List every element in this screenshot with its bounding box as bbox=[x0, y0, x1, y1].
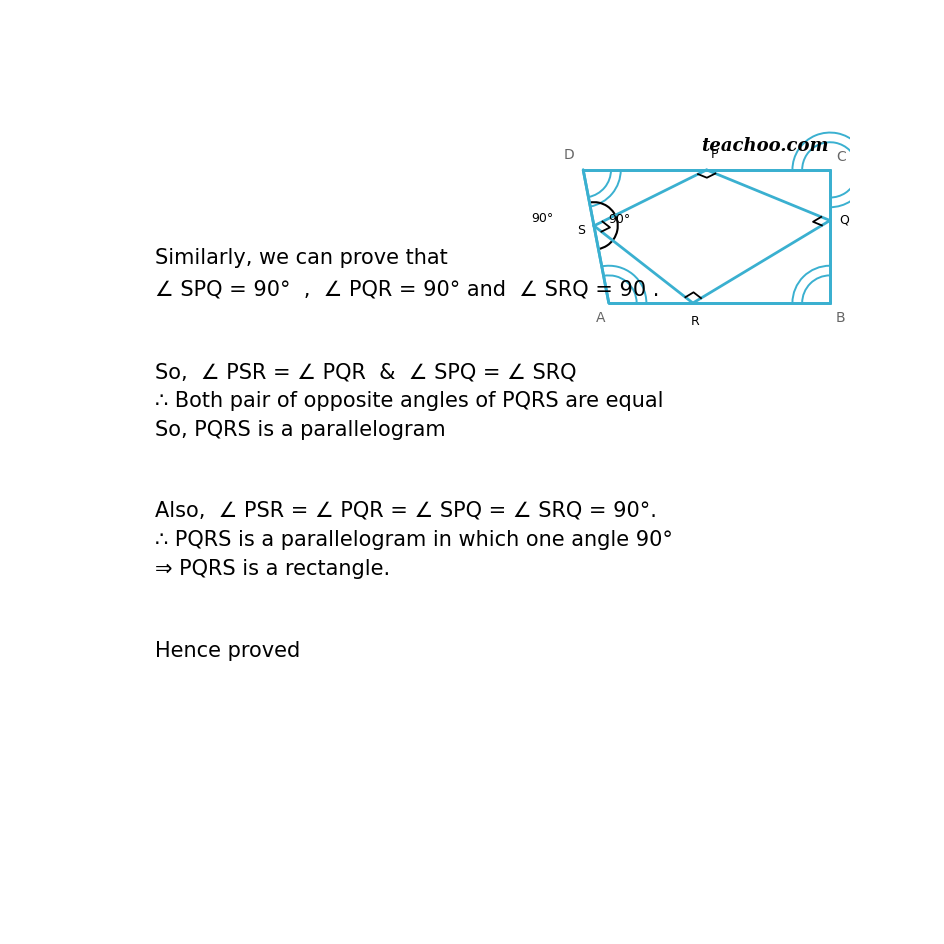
Text: A: A bbox=[595, 311, 604, 325]
Text: ∠ SPQ = 90°  ,  ∠ PQR = 90° and  ∠ SRQ = 90 .: ∠ SPQ = 90° , ∠ PQR = 90° and ∠ SRQ = 90… bbox=[155, 279, 658, 299]
Text: So, PQRS is a parallelogram: So, PQRS is a parallelogram bbox=[155, 420, 445, 440]
Text: P: P bbox=[710, 148, 717, 161]
Text: 90°: 90° bbox=[608, 212, 631, 226]
Text: B: B bbox=[834, 311, 845, 325]
Text: 90°: 90° bbox=[531, 211, 553, 225]
Text: C: C bbox=[834, 149, 845, 163]
Text: D: D bbox=[563, 148, 574, 162]
Text: ∴ Both pair of opposite angles of PQRS are equal: ∴ Both pair of opposite angles of PQRS a… bbox=[155, 391, 663, 411]
Text: ∴ PQRS is a parallelogram in which one angle 90°: ∴ PQRS is a parallelogram in which one a… bbox=[155, 529, 672, 549]
Text: Similarly, we can prove that: Similarly, we can prove that bbox=[155, 247, 447, 268]
Text: teachoo.com: teachoo.com bbox=[700, 137, 828, 155]
Text: Q: Q bbox=[838, 213, 848, 227]
Text: S: S bbox=[577, 224, 584, 237]
Text: Also,  ∠ PSR = ∠ PQR = ∠ SPQ = ∠ SRQ = 90°.: Also, ∠ PSR = ∠ PQR = ∠ SPQ = ∠ SRQ = 90… bbox=[155, 500, 656, 520]
Text: Hence proved: Hence proved bbox=[155, 640, 299, 660]
Text: R: R bbox=[690, 314, 699, 328]
Text: So,  ∠ PSR = ∠ PQR  &  ∠ SPQ = ∠ SRQ: So, ∠ PSR = ∠ PQR & ∠ SPQ = ∠ SRQ bbox=[155, 362, 576, 382]
Text: ⇒ PQRS is a rectangle.: ⇒ PQRS is a rectangle. bbox=[155, 558, 390, 578]
